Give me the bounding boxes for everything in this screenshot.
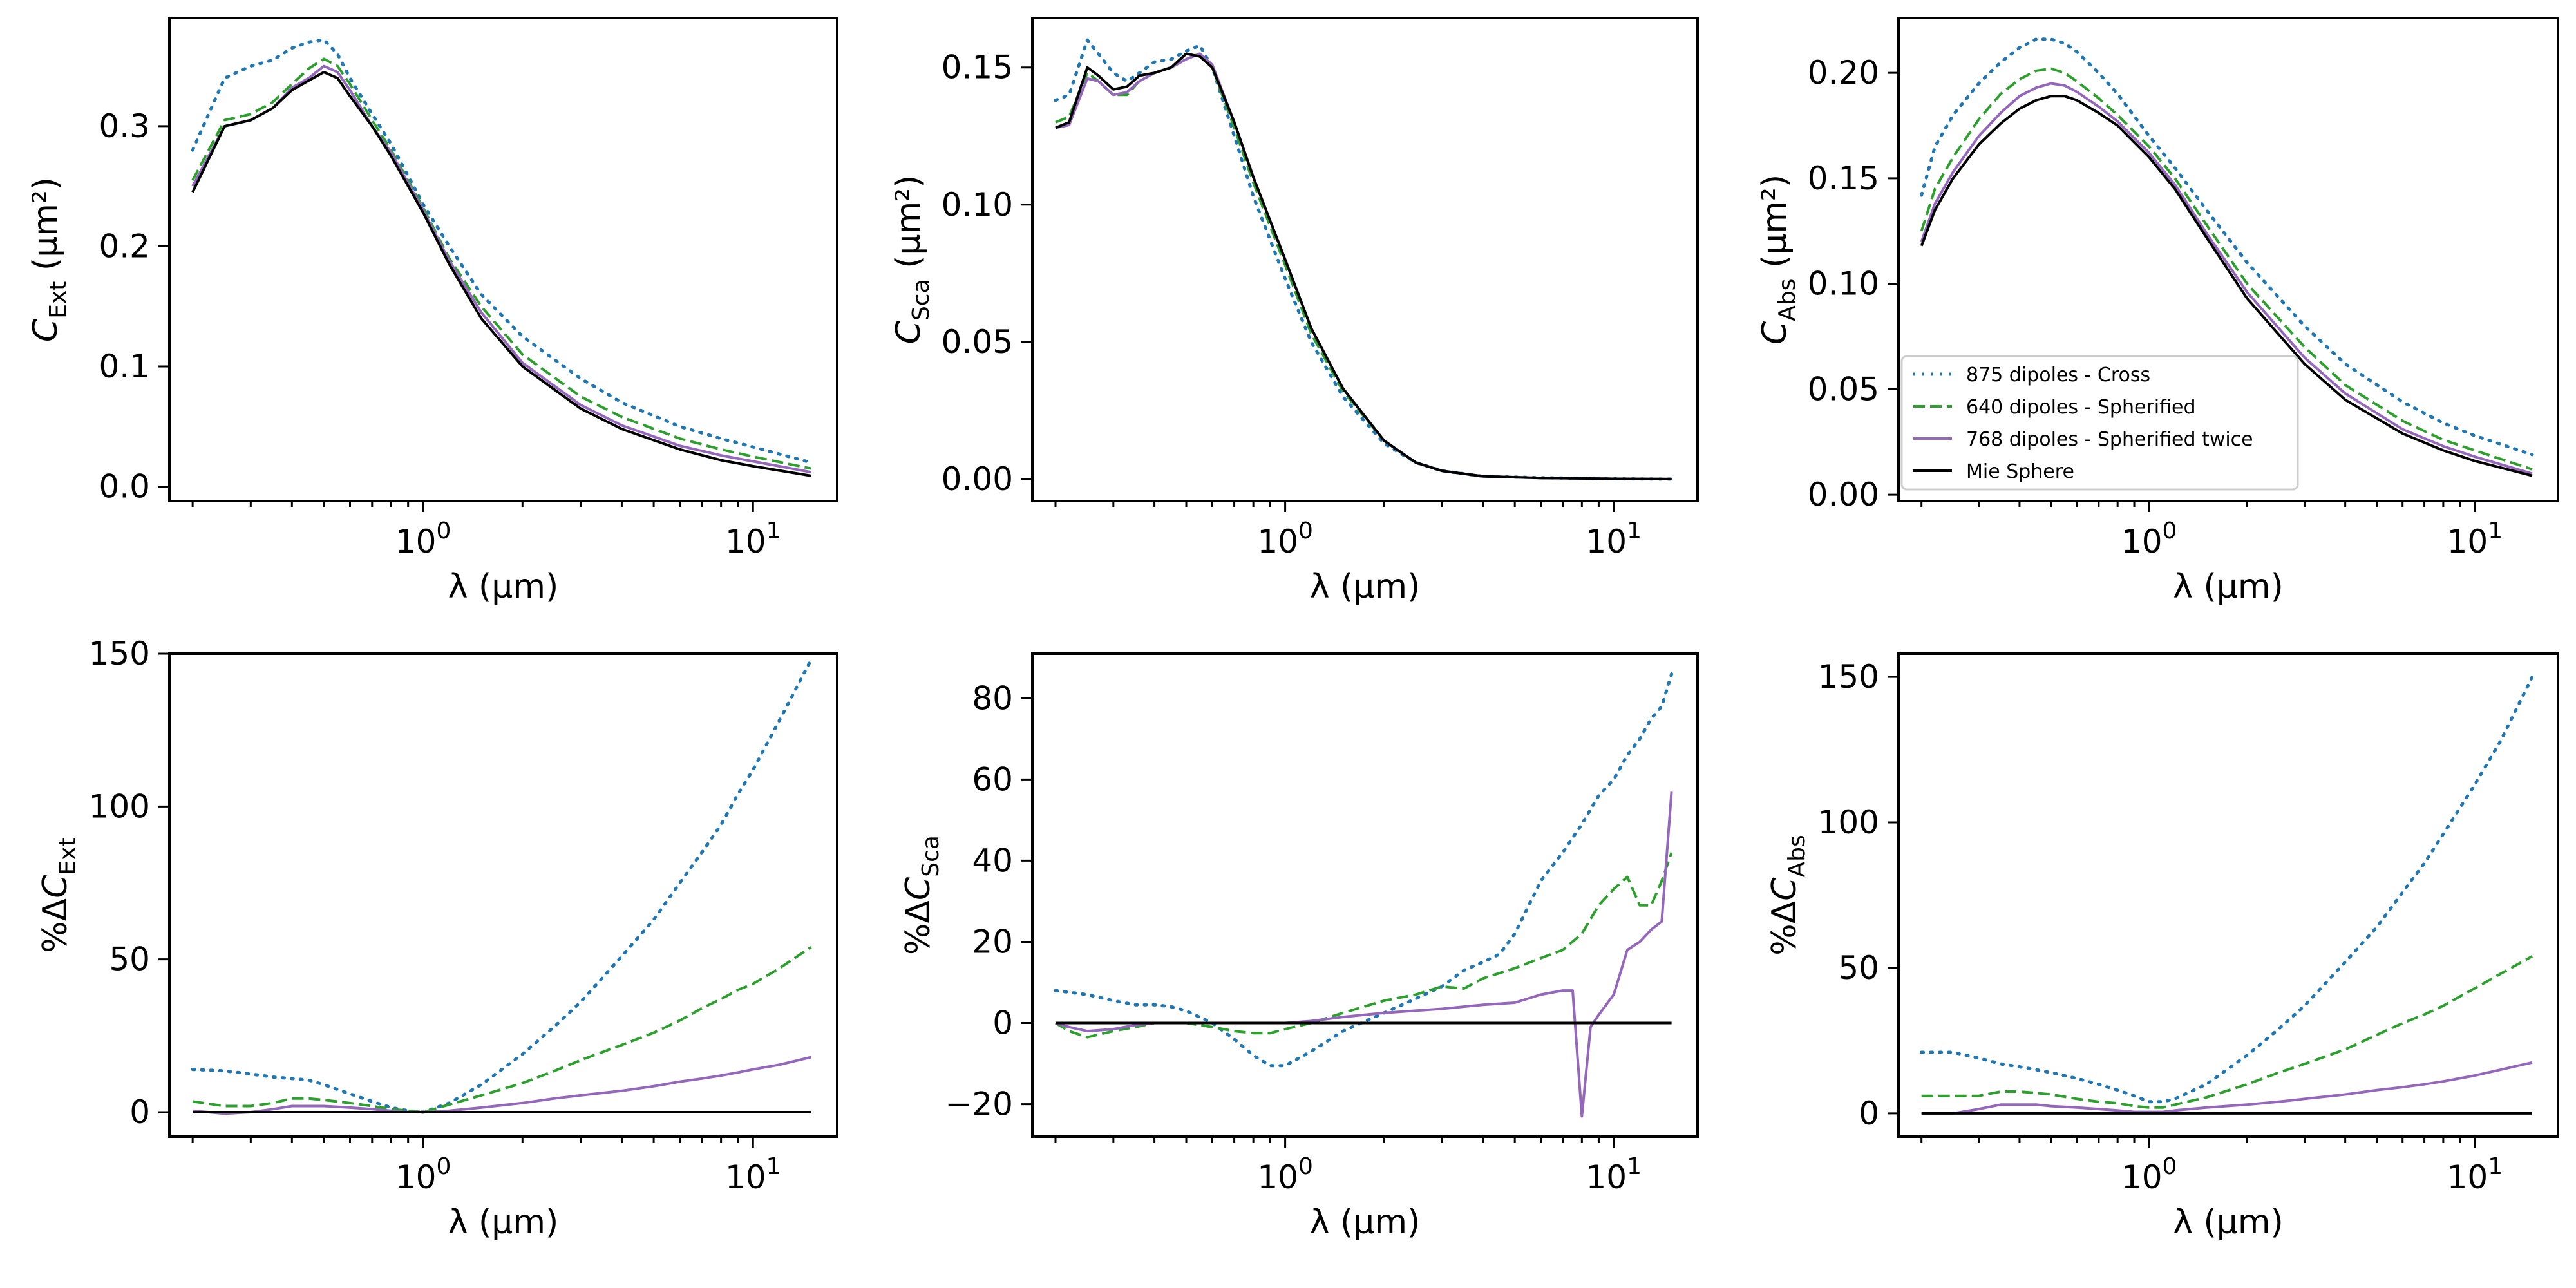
y-tick-label: 0: [992, 1005, 1013, 1042]
y-axis-label: %ΔCSca: [899, 835, 944, 955]
x-tick-label: 101: [2447, 1153, 2503, 1196]
y-tick-label: 0.10: [1808, 265, 1879, 303]
y-tick-label: 0.05: [942, 323, 1013, 361]
series-line-4: [1920, 95, 2533, 477]
series-line-2: [192, 946, 812, 1113]
y-tick-label: 50: [1838, 949, 1879, 987]
panel-3: 100 101 0.00 0.05 0.10 0.15 0.20 λ (μm) CAbs (μm…: [1756, 17, 2559, 606]
y-tick-label: 0.3: [99, 108, 150, 145]
y-tick-label: 0.05: [1808, 370, 1879, 408]
axes-frame: [1897, 17, 2559, 502]
legend-label: 768 dipoles - Spherified twice: [1966, 428, 2253, 451]
panel-4: 100 101 0 50 100 150 λ (μm) %ΔCExt: [36, 635, 838, 1242]
panels: 100 101 0.0 0.1 0.2 0.3 λ (μm) CExt (μm²) 100 101…: [26, 17, 2559, 1242]
x-tick-label: 100: [1257, 518, 1313, 560]
y-tick-label: 150: [1818, 658, 1879, 696]
x-axis-label: λ (μm): [2173, 567, 2284, 606]
x-tick-label: 101: [725, 1153, 781, 1196]
series-line-1: [1054, 672, 1674, 1068]
x-axis-label: λ (μm): [448, 567, 559, 606]
axes-frame: [1897, 652, 2559, 1138]
y-tick-label: 100: [89, 788, 150, 825]
series-line-3: [191, 64, 811, 474]
axes-frame: [168, 17, 838, 502]
y-axis-label: CSca (μm²): [889, 175, 934, 345]
y-tick-label: 100: [1818, 804, 1879, 841]
x-tick-label: 101: [2447, 518, 2503, 560]
y-tick-label: 0.0: [99, 468, 150, 506]
y-tick-label: 0: [1859, 1095, 1879, 1132]
axes-frame: [1031, 17, 1699, 502]
y-tick-label: 80: [972, 679, 1013, 717]
series-line-2: [1920, 67, 2533, 471]
y-axis-label: %ΔCAbs: [1765, 835, 1810, 956]
series-line-1: [1920, 675, 2534, 1104]
series-line-4: [191, 71, 811, 477]
series-line-2: [191, 57, 811, 470]
panel-6: 100 101 0 50 100 150 λ (μm) %ΔCAbs: [1765, 652, 2559, 1242]
series-line-1: [1054, 38, 1674, 481]
series-line-2: [1921, 955, 2533, 1109]
y-tick-label: 0: [129, 1094, 150, 1131]
x-axis-label: λ (μm): [448, 1203, 559, 1242]
axes-frame: [168, 652, 838, 1138]
series-line-3: [192, 1056, 811, 1115]
y-tick-label: 0.10: [942, 186, 1013, 223]
x-tick-label: 100: [2121, 1153, 2177, 1196]
x-tick-label: 100: [2121, 518, 2177, 560]
y-tick-label: 0.00: [1808, 476, 1879, 513]
y-tick-label: 0.15: [942, 49, 1013, 86]
y-axis-label: %ΔCExt: [36, 837, 81, 952]
series-line-3: [1920, 82, 2533, 475]
x-tick-label: 100: [1257, 1153, 1313, 1196]
x-tick-label: 100: [395, 518, 451, 560]
legend-label: Mie Sphere: [1966, 460, 2074, 483]
x-tick-label: 101: [1586, 518, 1642, 560]
legend-label: 875 dipoles - Cross: [1966, 364, 2150, 386]
y-tick-label: 0.00: [942, 460, 1013, 498]
x-axis-label: λ (μm): [1310, 567, 1421, 606]
axes-frame: [1031, 652, 1699, 1138]
y-tick-label: 50: [109, 941, 150, 978]
legend-label: 640 dipoles - Spherified: [1966, 396, 2196, 419]
panel-2: 100 101 0.00 0.05 0.10 0.15 λ (μm) CSca (μm²): [889, 17, 1699, 606]
legend-box: [1900, 355, 2299, 491]
y-tick-label: 150: [89, 635, 150, 672]
y-tick-label: 0.20: [1808, 54, 1879, 91]
x-tick-label: 100: [395, 1153, 451, 1196]
x-axis-label: λ (μm): [2173, 1203, 2284, 1242]
y-tick-label: 0.1: [99, 348, 150, 385]
x-axis-label: λ (μm): [1310, 1203, 1421, 1242]
y-tick-label: −20: [945, 1086, 1013, 1123]
series-line-1: [1920, 37, 2534, 457]
panel-5: 100 101 −20 0 20 40 60 80 λ (μm) %ΔCSca: [899, 652, 1699, 1242]
panel-1: 100 101 0.0 0.1 0.2 0.3 λ (μm) CExt (μm²): [26, 17, 838, 606]
legend: 875 dipoles - Cross 640 dipoles - Spherif…: [1900, 355, 2299, 491]
series-line-3: [1921, 1061, 2533, 1115]
y-axis-label: CAbs (μm²): [1756, 175, 1801, 345]
series-line-2: [1054, 852, 1673, 1039]
x-tick-label: 101: [1586, 1153, 1642, 1196]
y-tick-label: 0.15: [1808, 160, 1879, 197]
x-tick-label: 101: [725, 518, 781, 560]
y-tick-label: 0.2: [99, 227, 150, 265]
y-tick-label: 60: [972, 761, 1013, 798]
series-line-1: [191, 658, 813, 1114]
y-axis-label: CExt (μm²): [26, 177, 71, 342]
y-tick-label: 40: [972, 842, 1013, 879]
series-line-3: [1055, 791, 1673, 1118]
series-line-4: [1055, 52, 1672, 480]
series-line-1: [191, 38, 813, 464]
y-tick-label: 20: [972, 923, 1013, 960]
